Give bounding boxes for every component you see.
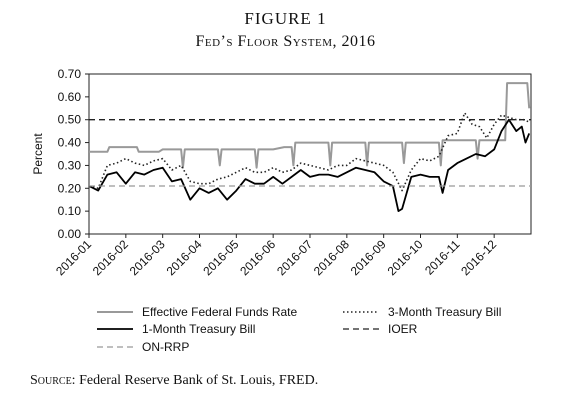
y-tick-label: 0.10 (58, 204, 82, 218)
legend-label-effr: Effective Federal Funds Rate (142, 305, 298, 319)
x-tick-label: 2016-08 (311, 237, 352, 278)
plot-frame (88, 73, 532, 235)
series-line-tbill1m (88, 118, 531, 212)
chart-lines (88, 82, 531, 212)
legend-label-ioer: IOER (388, 322, 418, 336)
line-chart: 0.00 0.10 0.20 0.30 0.40 0.50 0.60 0.70 Percent 2… (31, 67, 532, 354)
x-tick-label: 2016-02 (90, 237, 131, 278)
series-line-tbill3m (88, 112, 530, 192)
legend-label-onrrp: ON-RRP (142, 340, 189, 354)
y-tick-label: 0.70 (58, 67, 82, 81)
source-text: Federal Reserve Bank of St. Louis, FRED. (75, 373, 319, 388)
y-tick-label: 0.50 (58, 113, 82, 127)
legend-label-tbill3m: 3-Month Treasury Bill (388, 305, 501, 319)
y-tick-label: 0.60 (58, 90, 82, 104)
y-tick-label: 0.20 (58, 181, 82, 195)
x-tick-label: 2016-09 (348, 237, 389, 278)
y-axis-label: Percent (31, 133, 45, 175)
y-tick-label: 0.40 (58, 136, 82, 150)
x-tick-label: 2016-05 (200, 237, 241, 278)
figure-label: FIGURE 1 (244, 9, 327, 28)
source-note: Source: Federal Reserve Bank of St. Loui… (30, 373, 318, 389)
x-tick-label: 2016-10 (385, 237, 426, 278)
figure-title: Fed’s Floor System, 2016 (195, 33, 376, 50)
series-line-effr (89, 82, 531, 169)
x-tick-label: 2016-04 (164, 237, 205, 278)
x-tick-label: 2016-03 (127, 237, 168, 278)
legend-label-tbill1m: 1-Month Treasury Bill (142, 322, 255, 336)
x-tick-label: 2016-06 (237, 237, 278, 278)
x-tick-label: 2016-12 (458, 237, 499, 278)
chart-axes: 0.00 0.10 0.20 0.30 0.40 0.50 0.60 0.70 Percent 2… (31, 67, 532, 278)
x-tick-label: 2016-11 (422, 237, 463, 278)
y-tick-label: 0.00 (58, 227, 82, 241)
y-tick-label: 0.30 (58, 158, 82, 172)
source-prefix: Source: (30, 373, 76, 388)
x-tick-label: 2016-07 (274, 237, 315, 278)
chart-legend: Effective Federal Funds Rate 3-Month Trea… (97, 305, 501, 354)
x-tick-label: 2016-01 (53, 237, 94, 278)
